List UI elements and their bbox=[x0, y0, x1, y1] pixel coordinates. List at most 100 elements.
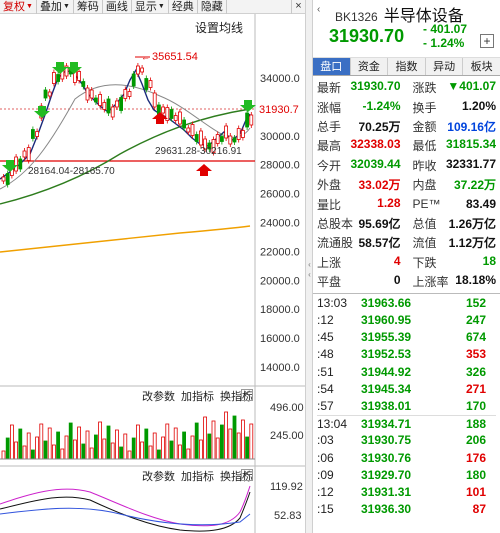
candle-body bbox=[148, 80, 153, 88]
low-annotation-right: 29631.28-30216.91 bbox=[155, 146, 242, 157]
ma-orange-line bbox=[0, 225, 251, 253]
quote-row: 上涨 4 下跌 18 bbox=[317, 253, 496, 272]
indicator-axis-label-top: 119.92 bbox=[270, 481, 303, 493]
tick-list[interactable]: 13:03 31963.66 152:12 31960.95 247:45 31955.3… bbox=[313, 294, 500, 517]
toolbar-fuquan-button[interactable]: 复权 ▼ bbox=[0, 0, 37, 14]
tick-divider bbox=[313, 293, 500, 295]
quote-panel: ‹ BK1326 半导体设备 31930.70 - 401.07 - 1.24%… bbox=[313, 0, 500, 533]
peak-annotation: 35651.54 bbox=[152, 51, 198, 63]
quote-cell: 下跌 18 bbox=[407, 254, 497, 271]
quote-label: 内盘 bbox=[412, 178, 437, 193]
close-icon[interactable]: ✕ bbox=[241, 469, 253, 481]
candle-body bbox=[5, 173, 10, 185]
volume-bar bbox=[119, 446, 123, 460]
toolbar-classic-button[interactable]: 经典 bbox=[169, 0, 198, 14]
candle-body bbox=[190, 124, 195, 136]
candle-body bbox=[249, 114, 254, 126]
quote-value: -1.24% bbox=[362, 98, 401, 113]
quote-value: 109.16亿 bbox=[447, 119, 496, 134]
price-axis-label: 18000.0 bbox=[260, 304, 300, 316]
tab-index[interactable]: 指数 bbox=[388, 58, 426, 75]
candle-body bbox=[43, 89, 48, 99]
tab-sector[interactable]: 板块 bbox=[470, 61, 493, 73]
volume-bar bbox=[98, 421, 102, 460]
candle-body bbox=[207, 142, 212, 150]
quote-label: 最高 bbox=[317, 139, 342, 154]
quote-value: 18.18% bbox=[455, 273, 496, 288]
volume-bar bbox=[68, 422, 73, 460]
tick-row: :15 31936.30 87 bbox=[317, 501, 496, 518]
tick-time: :48 bbox=[317, 347, 334, 362]
candle-body bbox=[165, 107, 170, 121]
volume-bar bbox=[56, 431, 60, 460]
candle-body bbox=[77, 71, 81, 81]
ma-settings-button[interactable]: 设置均线 bbox=[195, 21, 244, 35]
add-watchlist-button[interactable]: + bbox=[480, 34, 494, 48]
current-price-tag: 31930.7 bbox=[259, 104, 299, 116]
quote-cell: 总手 70.25万 bbox=[317, 118, 407, 135]
volume-bar bbox=[186, 448, 191, 460]
candle-body bbox=[215, 134, 220, 144]
tick-price: 31936.30 bbox=[361, 502, 412, 517]
candle-body bbox=[81, 81, 86, 87]
volume-add-indicator-button[interactable]: 加指标 bbox=[181, 391, 214, 403]
tick-time: :15 bbox=[317, 502, 334, 517]
tick-time: :54 bbox=[317, 381, 334, 396]
kline-chart-svg[interactable]: 35651.54 ← 28164.04-28165.70 29631.28-30… bbox=[0, 14, 305, 533]
tab-movers[interactable]: 异动 bbox=[426, 58, 464, 75]
tick-time: :51 bbox=[317, 364, 334, 379]
candle-body bbox=[236, 128, 241, 140]
toolbar-display-button[interactable]: 显示 ▼ bbox=[132, 0, 169, 14]
price-line bbox=[0, 68, 251, 180]
quote-label: 下跌 bbox=[412, 255, 437, 270]
quote-label: PE™ bbox=[412, 197, 441, 212]
volume-bar bbox=[43, 440, 48, 460]
volume-bar bbox=[106, 425, 111, 460]
close-icon[interactable]: × bbox=[291, 0, 305, 14]
volume-bar bbox=[245, 436, 250, 460]
volume-bar bbox=[85, 430, 90, 460]
quote-label: 总手 bbox=[317, 119, 342, 134]
toolbar-label: 隐藏 bbox=[200, 0, 223, 13]
quote-cell: 最高 32338.03 bbox=[317, 137, 407, 154]
tick-row: :54 31945.34 271 bbox=[317, 380, 496, 397]
candle-body bbox=[106, 98, 111, 114]
toolbar-chips-button[interactable]: 筹码 bbox=[74, 0, 103, 14]
tick-volume: 180 bbox=[465, 467, 486, 482]
quote-label: 最新 bbox=[317, 81, 342, 96]
tab-pankou[interactable]: 盘口 bbox=[313, 58, 351, 75]
nav-arrows-icon[interactable]: ‹ bbox=[317, 4, 321, 15]
quote-value: 70.25万 bbox=[358, 119, 401, 134]
tick-volume: 674 bbox=[465, 330, 486, 345]
volume-edit-params-button[interactable]: 改参数 bbox=[142, 391, 175, 403]
indicator-add-indicator-button[interactable]: 加指标 bbox=[181, 471, 214, 483]
volume-bar bbox=[14, 441, 19, 460]
tick-row: :06 31930.76 176 bbox=[317, 449, 496, 466]
volume-axis-label-mid: 245.00 bbox=[270, 430, 304, 442]
volume-bar bbox=[47, 427, 52, 460]
quote-label: 上涨率 bbox=[412, 275, 449, 290]
collapse-arrow-icon[interactable]: ‹ ‹ bbox=[308, 260, 311, 279]
candle-body bbox=[14, 156, 19, 172]
indicator-edit-params-button[interactable]: 改参数 bbox=[142, 471, 175, 483]
buy-arrow-icon bbox=[196, 164, 212, 176]
candle-body bbox=[85, 87, 90, 101]
quote-value: 1.26万亿 bbox=[448, 216, 496, 231]
tick-price: 31963.66 bbox=[361, 295, 412, 310]
quote-row: 流通股 58.57亿 流值 1.12万亿 bbox=[317, 233, 496, 252]
toolbar-overlay-button[interactable]: 叠加 ▼ bbox=[37, 0, 74, 14]
kline-chart-area[interactable]: 35651.54 ← 28164.04-28165.70 29631.28-30… bbox=[0, 14, 305, 533]
tab-funds[interactable]: 资金 bbox=[351, 58, 389, 75]
volume-bar bbox=[35, 436, 39, 460]
volume-bar bbox=[81, 443, 86, 460]
close-icon[interactable]: ✕ bbox=[241, 389, 253, 401]
volume-bar bbox=[211, 420, 216, 460]
quote-tabs: 盘口 资金 指数 异动 板块 bbox=[313, 58, 500, 76]
volume-bar bbox=[52, 444, 56, 460]
toolbar-hide-button[interactable]: 隐藏 bbox=[198, 0, 227, 14]
panel-divider[interactable]: ‹ ‹ bbox=[305, 0, 313, 533]
toolbar-draw-button[interactable]: 画线 bbox=[103, 0, 132, 14]
volume-bar bbox=[240, 419, 245, 460]
volume-bar bbox=[177, 444, 182, 460]
quote-cell: 最新 31930.70 bbox=[317, 79, 407, 96]
